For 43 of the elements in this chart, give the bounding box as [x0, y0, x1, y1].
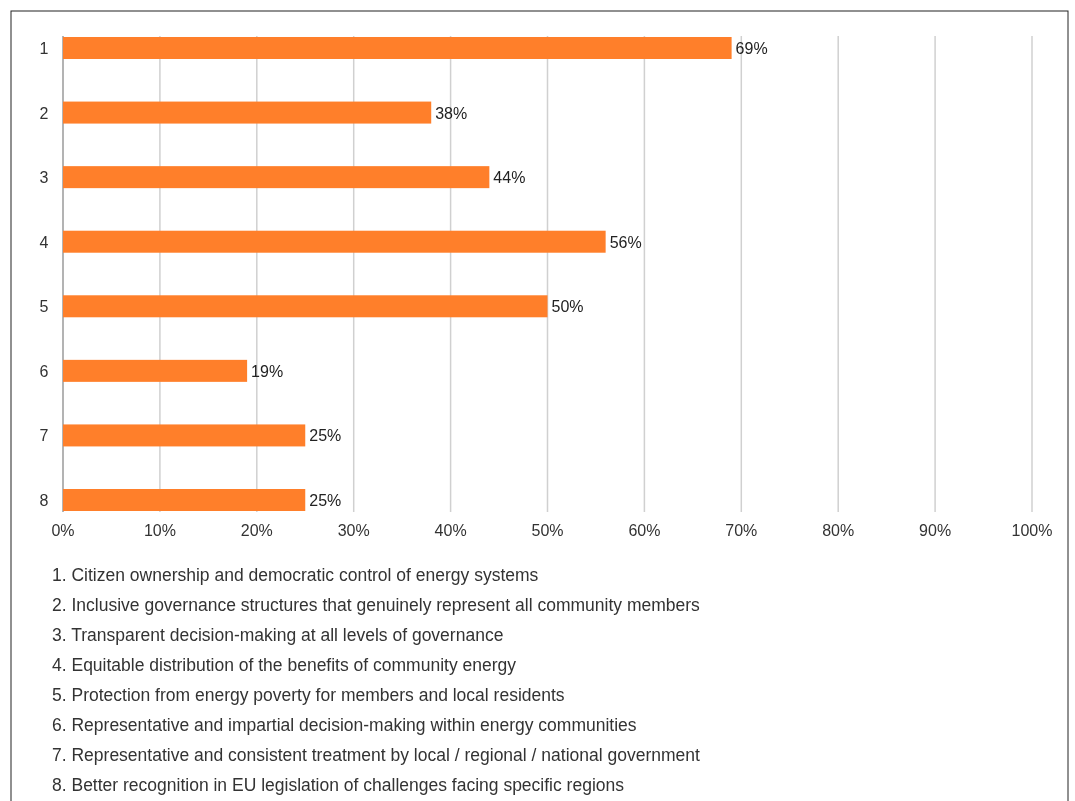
data-label: 44% [493, 169, 526, 187]
x-tick-label: 90% [919, 522, 952, 539]
text: 2. Inclusive governance structures that genuinely represent all community members [52, 595, 701, 615]
data-label: 25% [309, 492, 342, 509]
data-label: 19% [251, 362, 284, 380]
text: 6. Representative and impartial decision-making within energy communities [52, 715, 637, 735]
text: 4. Equitable distribution of the benefits of community energy [52, 655, 517, 675]
x-tick-label: 10% [143, 522, 176, 539]
bar [63, 101, 432, 124]
bar [63, 424, 306, 447]
x-tick-label: 100% [1011, 522, 1053, 539]
x-tick-label: 30% [337, 522, 370, 539]
x-tick-label: 40% [434, 522, 467, 539]
data-label: 25% [309, 427, 342, 445]
data-label: 69% [735, 40, 768, 57]
bar [63, 230, 606, 253]
y-tick-label: 6 [39, 362, 49, 380]
y-tick-label: 3 [39, 169, 49, 187]
x-tick-label: 80% [822, 522, 855, 539]
y-tick-label: 2 [39, 104, 49, 122]
y-tick-label: 1 [39, 40, 49, 57]
x-tick-label: 20% [240, 522, 273, 539]
data-label: 38% [435, 104, 468, 122]
y-tick-label: 8 [39, 492, 49, 509]
y-tick-label: 5 [39, 298, 49, 316]
text: 1. Citizen ownership and democratic control of energy systems [52, 565, 539, 585]
x-tick-label: 60% [628, 522, 661, 539]
bar [63, 37, 732, 59]
text: 7. Representative and consistent treatment by local / regional / national government [52, 745, 701, 765]
bar [63, 295, 548, 318]
bar [63, 489, 306, 511]
text: 3. Transparent decision-making at all levels of governance [52, 625, 504, 645]
x-tick-label: 70% [725, 522, 758, 539]
text: 8. Better recognition in EU legislation of challenges facing specific regions [52, 775, 625, 795]
data-label: 50% [551, 298, 584, 316]
bar [63, 359, 248, 382]
x-tick-label: 50% [531, 522, 564, 539]
x-tick-label: 0% [51, 522, 75, 539]
bar [63, 166, 490, 189]
y-tick-label: 4 [39, 233, 49, 251]
text: 5. Protection from energy poverty for members and local residents [52, 685, 565, 705]
y-tick-label: 7 [39, 427, 49, 445]
data-label: 56% [609, 233, 642, 251]
